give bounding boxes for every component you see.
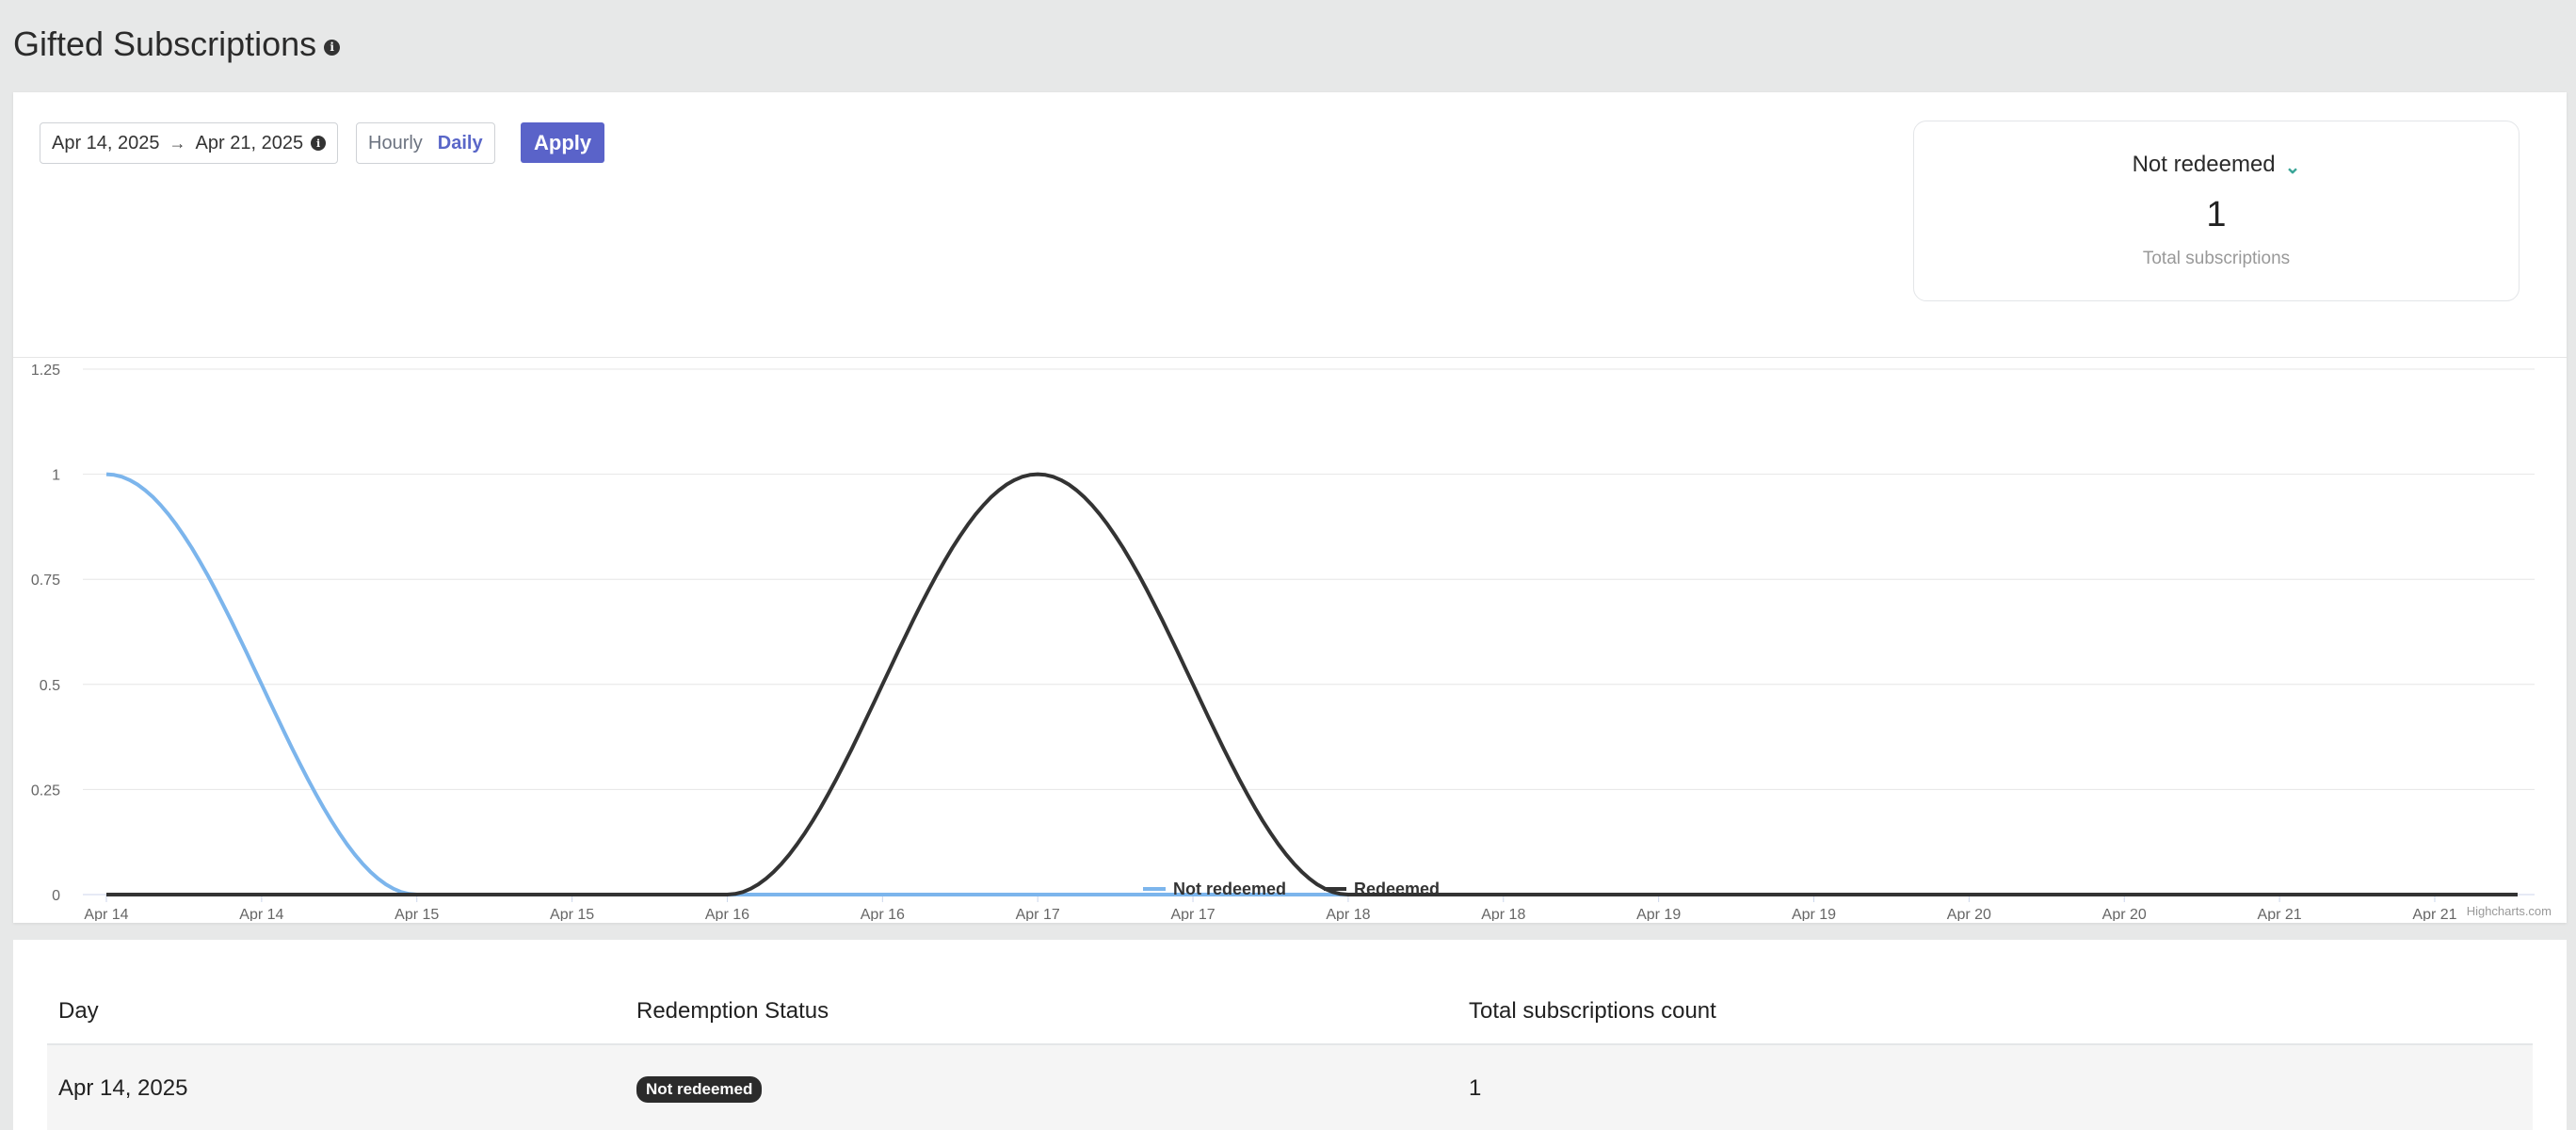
x-tick-label: Apr 1712:00 PM: [1161, 907, 1225, 921]
x-tick-label: Apr 1412:00 PM: [230, 907, 294, 921]
granularity-daily[interactable]: Daily: [437, 132, 483, 153]
x-tick-label: Apr 2012:00 PM: [2092, 907, 2156, 921]
status-badge: Not redeemed: [636, 1076, 763, 1103]
table-header: Day Redemption Status Total subscription…: [47, 979, 2533, 1045]
x-tick-label: Apr 1512:00 PM: [539, 907, 604, 921]
y-tick-label: 1: [52, 468, 60, 484]
cell-day: Apr 14, 2025: [58, 1075, 188, 1101]
chart-credits[interactable]: Highcharts.com: [2466, 904, 2552, 918]
stat-caption: Total subscriptions: [2142, 249, 2291, 268]
x-tick-label: Apr 15: [394, 907, 439, 921]
x-tick-label: Apr 19: [1636, 907, 1681, 921]
chevron-down-icon: ⌄: [2284, 156, 2301, 178]
legend-label-not-redeemed[interactable]: Not redeemed: [1173, 880, 1286, 898]
series-redeemed-line: [106, 472, 2518, 896]
divider: [13, 357, 2567, 358]
status-dropdown-label: Not redeemed: [2132, 152, 2276, 177]
column-header-day[interactable]: Day: [58, 998, 99, 1024]
stat-card: Not redeemed ⌄ 1 Total subscriptions: [1913, 121, 2520, 301]
table-panel: Day Redemption Status Total subscription…: [13, 940, 2567, 1130]
x-tick-label: Apr 17: [1016, 907, 1060, 921]
table-row: Apr 14, 2025 Not redeemed 1: [47, 1045, 2533, 1130]
cell-status: Not redeemed: [625, 1074, 1457, 1103]
x-tick-label: Apr 14: [84, 907, 128, 921]
y-tick-label: 0.5: [40, 678, 60, 694]
x-tick-label: Apr 1912:00 PM: [1781, 907, 1845, 921]
info-icon[interactable]: i: [324, 39, 341, 56]
info-icon[interactable]: i: [311, 136, 327, 151]
start-date: Apr 14, 2025: [52, 132, 160, 153]
page-title-text: Gifted Subscriptions: [13, 24, 317, 63]
y-tick-label: 0: [52, 888, 60, 904]
status-dropdown[interactable]: Not redeemed ⌄: [1914, 152, 2519, 178]
date-range-picker[interactable]: Apr 14, 2025 → Apr 21, 2025 i: [40, 122, 339, 164]
legend-label-redeemed[interactable]: Redeemed: [1354, 880, 1440, 898]
column-header-status[interactable]: Redemption Status: [636, 998, 829, 1024]
cell-count: 1: [1469, 1075, 1482, 1101]
x-tick-label: Apr 2112:00 PM: [2403, 907, 2467, 921]
column-header-count[interactable]: Total subscriptions count: [1469, 998, 1716, 1024]
y-tick-label: 0.25: [31, 783, 60, 799]
apply-button[interactable]: Apply: [521, 122, 605, 163]
granularity-toggle: Hourly Daily: [356, 122, 495, 164]
x-tick-label: Apr 18: [1326, 907, 1370, 921]
x-tick-label: Apr 1612:00 PM: [850, 907, 914, 921]
stat-value: 1: [2206, 195, 2227, 234]
granularity-hourly[interactable]: Hourly: [368, 132, 423, 153]
line-chart: 0 0.25 0.5 0.75 1 1.25 Apr 14 Apr 1412:00 PM Apr…: [31, 363, 2535, 921]
arrow-right-icon: →: [169, 133, 186, 153]
x-tick-label: Apr 21: [2258, 907, 2302, 921]
x-tick-label: Apr 1812:00 PM: [1472, 907, 1536, 921]
page-title: Gifted Subscriptions i: [13, 24, 341, 64]
x-tick-label: Apr 16: [705, 907, 749, 921]
x-tick-label: Apr 20: [1947, 907, 1991, 921]
y-tick-label: 0.75: [31, 573, 60, 589]
data-table: Day Redemption Status Total subscription…: [47, 979, 2533, 1130]
y-tick-label: 1.25: [31, 363, 60, 379]
chart-panel: Apr 14, 2025 → Apr 21, 2025 i Hourly Dai…: [13, 92, 2567, 923]
end-date: Apr 21, 2025: [195, 132, 304, 153]
